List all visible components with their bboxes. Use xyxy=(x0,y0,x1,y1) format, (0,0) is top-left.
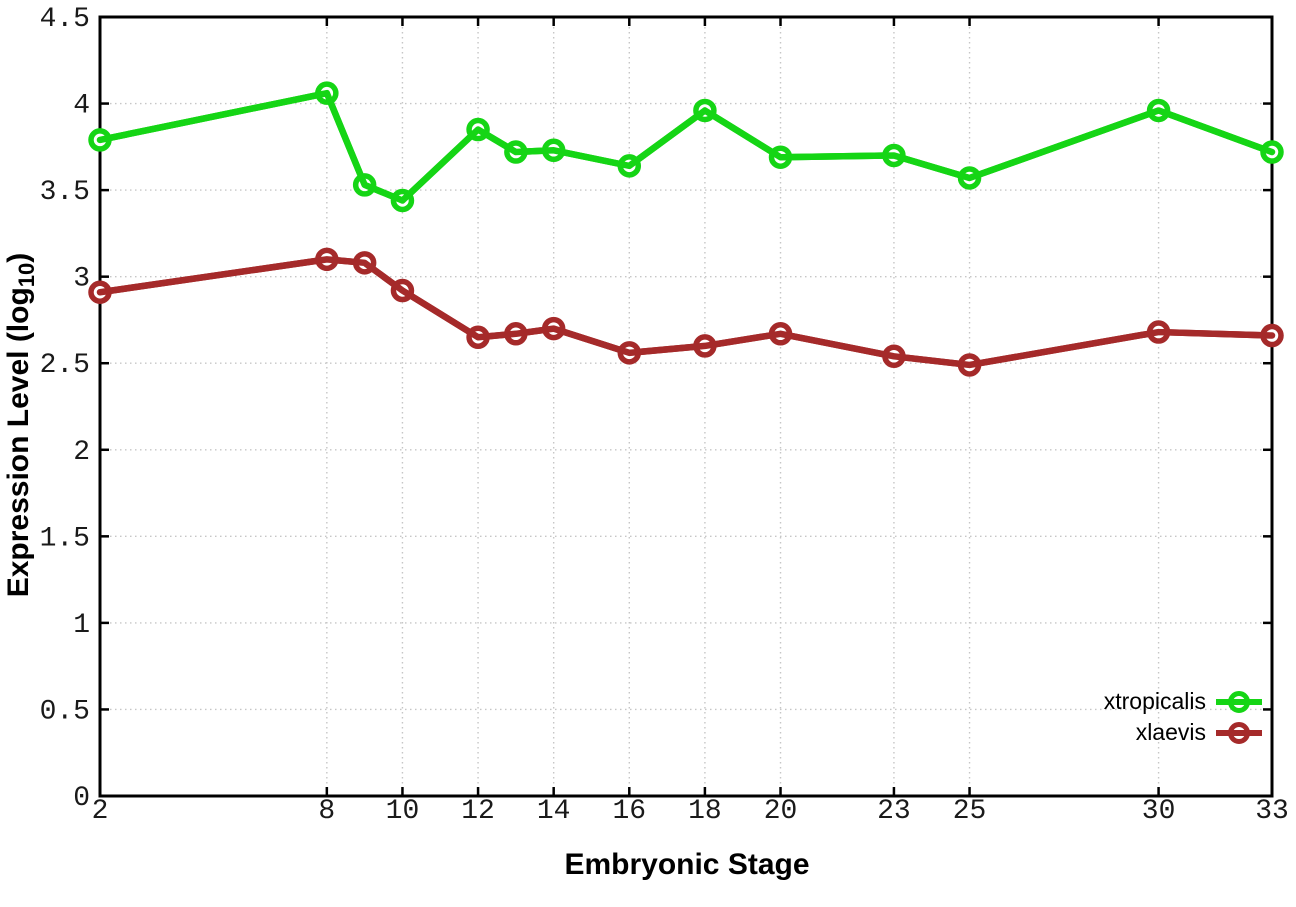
x-tick-label: 18 xyxy=(688,796,722,827)
legend-label-xlaevis: xlaevis xyxy=(1135,719,1206,745)
series-line-overlay-xlaevis xyxy=(96,256,1276,369)
x-tick-label: 10 xyxy=(386,796,420,827)
x-tick-label: 14 xyxy=(537,796,571,827)
y-tick-label: 3 xyxy=(73,264,90,295)
y-tick-label: 3.5 xyxy=(40,177,90,208)
x-tick-label: 20 xyxy=(764,796,798,827)
x-tick-label: 25 xyxy=(953,796,987,827)
y-tick-label: 4.5 xyxy=(40,4,90,35)
y-axis-title-suffix: ) xyxy=(2,252,35,263)
x-axis-title: Embryonic Stage xyxy=(564,848,810,881)
y-tick-label: 2 xyxy=(73,437,90,468)
line-sample-icon xyxy=(1216,698,1262,705)
line-sample-icon xyxy=(1216,729,1262,736)
x-tick-label: 23 xyxy=(877,796,911,827)
x-tick-label: 12 xyxy=(461,796,495,827)
y-axis-title-subscript: 10 xyxy=(14,262,39,288)
y-tick-label: 1.5 xyxy=(40,523,90,554)
y-tick-label: 2.5 xyxy=(40,350,90,381)
legend-marker-xtropicalis xyxy=(1216,690,1262,714)
legend-marker-xlaevis xyxy=(1216,721,1262,745)
x-tick-label: 30 xyxy=(1142,796,1176,827)
axes-border xyxy=(98,15,1274,798)
y-axis-title: Expression Level (log10) xyxy=(0,200,39,650)
x-tick-label: 16 xyxy=(612,796,646,827)
legend: xtropicalis xlaevis xyxy=(1104,686,1262,748)
series-line-overlay-xtropicalis xyxy=(96,89,1276,204)
y-tick-label: 4 xyxy=(73,91,90,122)
x-tick-label: 2 xyxy=(92,796,109,827)
x-tick-label: 33 xyxy=(1255,796,1289,827)
y-axis-title-text: Expression Level (log xyxy=(2,287,35,598)
x-tick-label: 8 xyxy=(318,796,335,827)
y-tick-label: 0.5 xyxy=(40,696,90,727)
legend-label-xtropicalis: xtropicalis xyxy=(1103,688,1206,714)
y-tick-label: 1 xyxy=(73,610,90,641)
legend-entry-xlaevis: xlaevis xyxy=(1104,717,1262,748)
legend-entry-xtropicalis: xtropicalis xyxy=(1104,686,1262,717)
series-line-xtropicalis xyxy=(96,89,1276,204)
y-tick-label: 0 xyxy=(73,783,90,814)
